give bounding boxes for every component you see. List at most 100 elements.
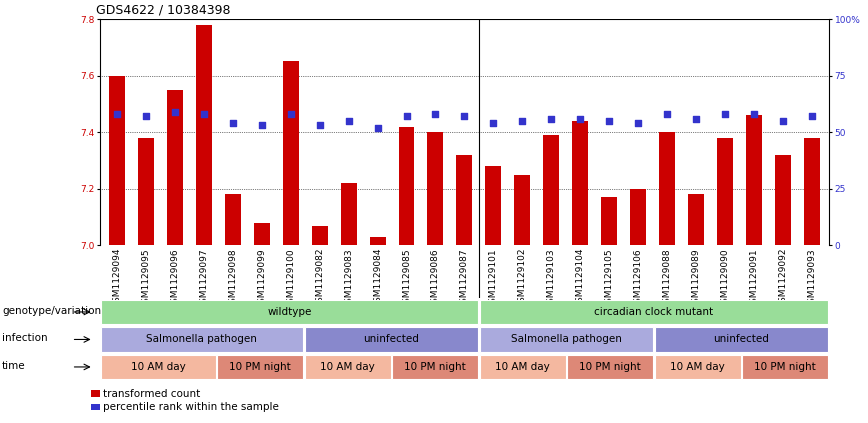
Text: GSM1129087: GSM1129087 <box>460 248 469 309</box>
Text: GSM1129083: GSM1129083 <box>344 248 353 309</box>
Text: GSM1129094: GSM1129094 <box>113 248 122 308</box>
Point <box>197 111 211 118</box>
Text: GSM1129093: GSM1129093 <box>807 248 816 309</box>
Text: GSM1129100: GSM1129100 <box>286 248 295 309</box>
Text: 10 PM night: 10 PM night <box>579 362 641 372</box>
Text: GSM1129084: GSM1129084 <box>373 248 382 308</box>
Bar <box>392 354 478 379</box>
Text: uninfected: uninfected <box>364 335 419 344</box>
Text: 10 AM day: 10 AM day <box>670 362 725 372</box>
Text: GSM1129092: GSM1129092 <box>778 248 787 308</box>
Text: genotype/variation: genotype/variation <box>2 305 101 316</box>
Point <box>516 118 529 124</box>
Bar <box>630 189 646 245</box>
Bar <box>480 327 653 352</box>
Text: GSM1129088: GSM1129088 <box>662 248 672 309</box>
Text: GSM1129095: GSM1129095 <box>141 248 151 309</box>
Text: GSM1129106: GSM1129106 <box>634 248 642 309</box>
Point <box>399 113 413 120</box>
Bar <box>101 354 215 379</box>
Text: GSM1129102: GSM1129102 <box>517 248 527 308</box>
Bar <box>746 115 761 245</box>
Point <box>631 120 645 126</box>
Bar <box>572 121 588 245</box>
Bar <box>91 390 100 397</box>
Bar <box>774 155 791 245</box>
Text: GSM1129096: GSM1129096 <box>170 248 180 309</box>
Bar <box>742 354 828 379</box>
Point <box>486 120 500 126</box>
Bar <box>543 135 559 245</box>
Text: GSM1129098: GSM1129098 <box>228 248 238 309</box>
Text: uninfected: uninfected <box>713 335 769 344</box>
Point <box>226 120 240 126</box>
Point <box>718 111 732 118</box>
Text: GDS4622 / 10384398: GDS4622 / 10384398 <box>96 3 231 16</box>
Bar <box>167 90 183 245</box>
Point <box>776 118 790 124</box>
Text: GSM1129085: GSM1129085 <box>402 248 411 309</box>
Bar <box>109 76 125 245</box>
Bar <box>427 132 444 245</box>
Bar <box>480 299 828 324</box>
Point <box>312 122 326 129</box>
Bar <box>305 354 391 379</box>
Text: GSM1129090: GSM1129090 <box>720 248 729 309</box>
Text: 10 PM night: 10 PM night <box>754 362 816 372</box>
Point <box>110 111 124 118</box>
Point <box>342 118 356 124</box>
Text: GSM1129103: GSM1129103 <box>547 248 556 309</box>
Bar <box>654 327 828 352</box>
Text: GSM1129099: GSM1129099 <box>257 248 266 309</box>
Bar <box>217 354 303 379</box>
Point <box>573 115 587 122</box>
Point <box>168 108 182 115</box>
Bar <box>601 197 617 245</box>
Bar <box>659 132 674 245</box>
Point <box>544 115 558 122</box>
Bar <box>717 138 733 245</box>
Text: infection: infection <box>2 333 48 343</box>
Text: GSM1129105: GSM1129105 <box>604 248 614 309</box>
Text: circadian clock mutant: circadian clock mutant <box>595 307 713 317</box>
Text: GSM1129086: GSM1129086 <box>431 248 440 309</box>
Point <box>139 113 153 120</box>
Point <box>284 111 298 118</box>
Bar <box>370 237 385 245</box>
Bar <box>101 299 478 324</box>
Bar <box>225 195 240 245</box>
Point <box>429 111 443 118</box>
Text: GSM1129082: GSM1129082 <box>315 248 325 308</box>
Text: GSM1129097: GSM1129097 <box>200 248 208 309</box>
Text: 10 PM night: 10 PM night <box>404 362 466 372</box>
Bar <box>398 126 414 245</box>
Bar <box>253 222 270 245</box>
Bar <box>101 327 303 352</box>
Text: GSM1129101: GSM1129101 <box>489 248 498 309</box>
Point <box>457 113 471 120</box>
Bar <box>568 354 653 379</box>
Bar <box>457 155 472 245</box>
Text: transformed count: transformed count <box>103 388 201 398</box>
Bar <box>138 138 155 245</box>
Bar <box>480 354 566 379</box>
Bar <box>196 25 212 245</box>
Point <box>805 113 819 120</box>
Text: percentile rank within the sample: percentile rank within the sample <box>103 402 279 412</box>
Text: GSM1129091: GSM1129091 <box>749 248 759 309</box>
Text: 10 AM day: 10 AM day <box>320 362 375 372</box>
Bar <box>283 61 299 245</box>
Bar <box>340 183 357 245</box>
Point <box>660 111 674 118</box>
Bar <box>514 175 530 245</box>
Point <box>602 118 616 124</box>
Bar <box>312 225 327 245</box>
Bar <box>305 327 478 352</box>
Text: wildtype: wildtype <box>267 307 312 317</box>
Text: Salmonella pathogen: Salmonella pathogen <box>147 335 257 344</box>
Point <box>371 124 385 131</box>
Bar <box>91 404 100 410</box>
Text: GSM1129089: GSM1129089 <box>691 248 700 309</box>
Bar <box>654 354 740 379</box>
Bar <box>687 195 704 245</box>
